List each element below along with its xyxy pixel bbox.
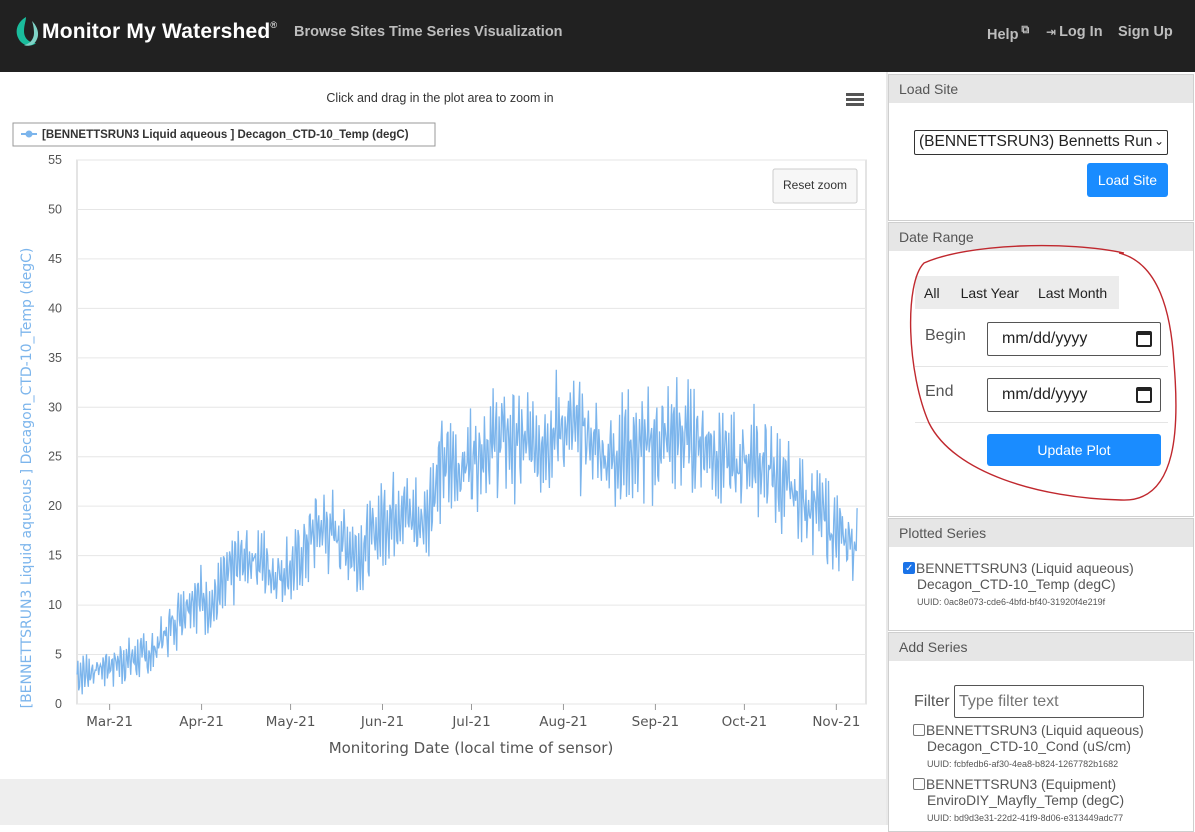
series-checkbox[interactable] — [913, 778, 925, 790]
load-site-panel: Load Site (BENNETTSRUN3) Bennetts Run ⌄ … — [888, 74, 1194, 221]
nav-login[interactable]: ⇥ Log In — [1046, 24, 1103, 40]
y-tick-label: 40 — [48, 301, 62, 315]
update-plot-button[interactable]: Update Plot — [987, 434, 1161, 466]
chevron-down-icon: ⌄ — [1151, 134, 1164, 148]
add-series-item[interactable]: BENNETTSRUN3 (Liquid aqueous) Decagon_CT… — [913, 723, 1144, 771]
y-tick-label: 10 — [48, 598, 62, 612]
begin-date-input[interactable]: mm/dd/yyyy — [987, 322, 1161, 356]
x-axis-title: Monitoring Date (local time of sensor) — [329, 739, 614, 757]
time-series-chart[interactable]: Click and drag in the plot area to zoom … — [0, 76, 886, 779]
plotted-series-title: Plotted Series — [889, 519, 1193, 547]
series-name: BENNETTSRUN3 (Liquid aqueous) — [916, 561, 1134, 576]
series-name: BENNETTSRUN3 (Liquid aqueous) — [926, 723, 1144, 738]
y-tick-label: 20 — [48, 499, 62, 513]
x-tick-label: Mar-21 — [86, 714, 133, 730]
nav-browse-sites[interactable]: Browse Sites — [294, 24, 386, 40]
site-select[interactable]: (BENNETTSRUN3) Bennetts Run ⌄ — [914, 130, 1168, 155]
red-annotation-circle — [909, 244, 1177, 501]
plotted-series-item[interactable]: BENNETTSRUN3 (Liquid aqueous) Decagon_CT… — [903, 561, 1134, 609]
chart-menu-icon[interactable] — [846, 93, 864, 106]
tab-last-month[interactable]: Last Month — [1037, 284, 1108, 301]
series-variable: EnviroDIY_Mayfly_Temp (degC) — [927, 793, 1125, 808]
y-tick-label: 45 — [48, 252, 62, 266]
add-series-title: Add Series — [889, 633, 1193, 661]
nav-login-label: Log In — [1059, 24, 1103, 40]
plotted-series-panel: Plotted Series BENNETTSRUN3 (Liquid aque… — [888, 518, 1194, 631]
external-link-icon: ⧉ — [1021, 24, 1030, 36]
y-tick-label: 25 — [48, 450, 62, 464]
y-tick-label: 35 — [48, 351, 62, 365]
series-uuid: UUID: fcbfedb6-af30-4ea8-b824-1267782b16… — [927, 759, 1119, 769]
series-uuid: UUID: bd9d3e31-22d2-41f9-8d06-e313449adc… — [927, 813, 1124, 823]
series-line[interactable] — [76, 369, 858, 695]
chart-container: Click and drag in the plot area to zoom … — [0, 76, 886, 779]
series-variable: Decagon_CTD-10_Temp (degC) — [917, 577, 1116, 592]
top-navbar: Monitor My Watershed ® Browse Sites Time… — [0, 0, 1195, 72]
y-axis-title: [BENNETTSRUN3 Liquid aqueous ] Decagon_C… — [19, 248, 35, 709]
date-row-divider — [915, 366, 1168, 367]
sidebar-divider — [886, 72, 888, 825]
end-label: End — [925, 383, 954, 400]
calendar-icon — [1136, 331, 1152, 347]
filter-label: Filter — [914, 693, 950, 710]
begin-date-placeholder: mm/dd/yyyy — [1002, 330, 1088, 347]
chart-legend[interactable]: [BENNETTSRUN3 Liquid aqueous ] Decagon_C… — [12, 122, 436, 147]
nav-help[interactable]: Help ⧉ — [987, 24, 1029, 43]
login-icon: ⇥ — [1046, 25, 1057, 39]
x-tick-label: Sep-21 — [632, 714, 680, 730]
x-tick-label: Jun-21 — [360, 714, 404, 730]
chart-legend-label: [BENNETTSRUN3 Liquid aqueous ] Decagon_C… — [42, 129, 409, 141]
brand-name: Monitor My Watershed — [42, 20, 271, 43]
series-checkbox[interactable] — [903, 561, 915, 577]
calendar-icon — [1136, 387, 1152, 403]
tab-last-year[interactable]: Last Year — [960, 284, 1019, 301]
x-tick-label: Oct-21 — [722, 714, 767, 730]
series-variable: Decagon_CTD-10_Cond (uS/cm) — [927, 739, 1131, 754]
y-tick-label: 15 — [48, 549, 62, 563]
filter-input[interactable] — [954, 685, 1144, 718]
add-series-panel: Add Series Filter BENNETTSRUN3 (Liquid a… — [888, 632, 1194, 832]
plot-background — [76, 159, 867, 705]
load-site-title: Load Site — [889, 75, 1193, 103]
nav-time-series-visualization[interactable]: Time Series Visualization — [389, 24, 563, 40]
nav-help-label: Help — [987, 26, 1019, 43]
nav-signup[interactable]: Sign Up — [1118, 24, 1173, 40]
site-select-value: (BENNETTSRUN3) Bennetts Run — [919, 133, 1153, 150]
y-tick-label: 5 — [55, 648, 62, 662]
page-footer-area — [0, 779, 886, 825]
brand-registered-mark: ® — [270, 20, 278, 30]
date-range-tabs: All Last Year Last Month — [915, 276, 1120, 309]
y-tick-label: 0 — [55, 697, 62, 711]
y-tick-label: 30 — [48, 400, 62, 414]
chart-instruction: Click and drag in the plot area to zoom … — [326, 91, 553, 105]
series-name: BENNETTSRUN3 (Equipment) — [926, 777, 1117, 792]
brand[interactable]: Monitor My Watershed ® — [12, 14, 277, 50]
x-tick-label: Jul-21 — [451, 714, 490, 730]
x-tick-label: Apr-21 — [179, 714, 224, 730]
end-date-placeholder: mm/dd/yyyy — [1002, 386, 1088, 403]
date-range-title: Date Range — [889, 223, 1193, 251]
series-checkbox[interactable] — [913, 724, 925, 736]
reset-zoom-label: Reset zoom — [783, 178, 847, 192]
end-date-input[interactable]: mm/dd/yyyy — [987, 378, 1161, 412]
y-tick-label: 55 — [48, 153, 62, 167]
watershed-logo-icon — [16, 17, 39, 46]
reset-zoom-button[interactable]: Reset zoom — [772, 168, 858, 204]
date-range-panel: Date Range All Last Year Last Month Begi… — [888, 222, 1194, 517]
series-uuid: UUID: 0ac8e073-cde6-4bfd-bf40-31920f4e21… — [917, 597, 1106, 607]
begin-label: Begin — [925, 327, 966, 344]
x-tick-label: Nov-21 — [812, 714, 860, 730]
load-site-button[interactable]: Load Site — [1087, 163, 1168, 197]
y-tick-label: 50 — [48, 202, 62, 216]
x-tick-label: Aug-21 — [539, 714, 587, 730]
date-row-divider — [915, 422, 1168, 423]
x-tick-label: May-21 — [266, 714, 316, 730]
tab-all[interactable]: All — [924, 284, 940, 301]
add-series-item[interactable]: BENNETTSRUN3 (Equipment) EnviroDIY_Mayfl… — [913, 777, 1124, 825]
